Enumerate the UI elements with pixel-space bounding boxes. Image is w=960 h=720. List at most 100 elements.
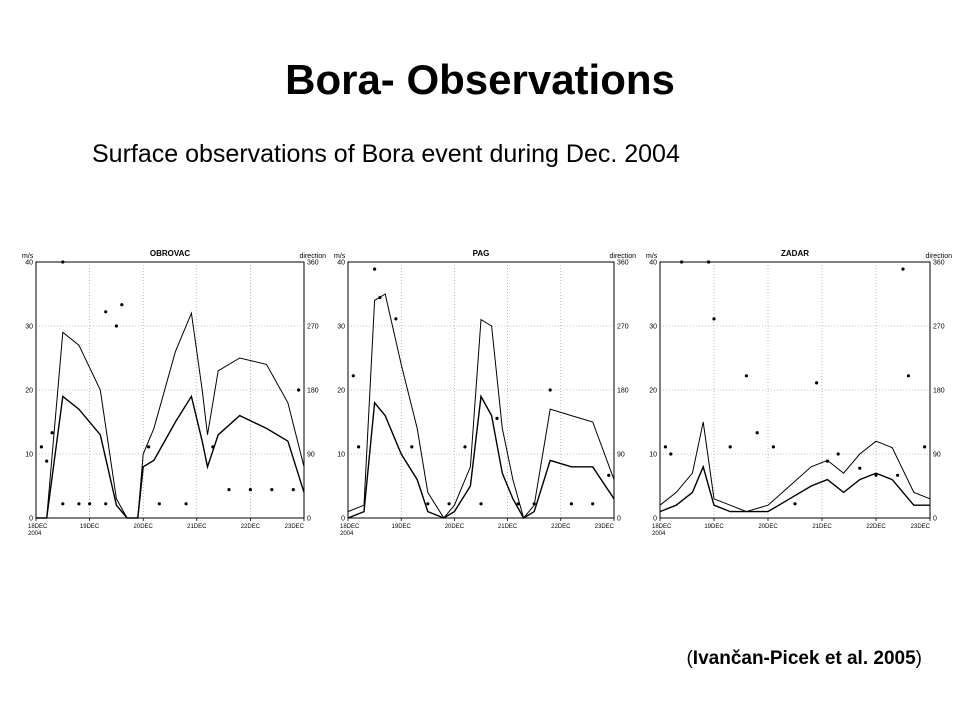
obrovac-y-tick-label: 30 (25, 324, 33, 331)
zadar-direction-point (744, 374, 749, 378)
zadar-x-tick-label: 19DEC (704, 524, 724, 530)
pag-direction-point (410, 445, 414, 449)
obrovac-x-tick-label: 23DEC (285, 524, 305, 530)
zadar-direction-point (707, 260, 711, 264)
pag-y-tick-label: 40 (337, 260, 345, 267)
zadar-y2-tick-label: 0 (933, 516, 937, 523)
obrovac-y2-tick-label: 360 (307, 260, 319, 267)
obrovac-plot-frame (35, 261, 305, 519)
pag-y2-tick-label: 0 (617, 516, 621, 523)
pag-direction-point (463, 445, 467, 449)
pag-series-mean-line (347, 394, 615, 519)
pag-y-axis-label: m/s (334, 253, 346, 260)
zadar-direction-point (858, 466, 862, 470)
obrovac-y2-tick-label: 180 (307, 388, 319, 395)
zadar-direction-point (712, 317, 716, 321)
pag-x-tick-label: 19DEC (392, 524, 412, 530)
obrovac-y2-tick-label: 0 (307, 516, 311, 523)
zadar-direction-point (669, 452, 673, 456)
obrovac-direction-point (104, 310, 108, 314)
pag-y-tick-label: 10 (337, 452, 345, 459)
pag-y-tick-label: 30 (337, 324, 345, 331)
zadar-y2-tick-label: 360 (933, 260, 945, 267)
zadar-y-tick-label: 30 (649, 324, 657, 331)
zadar-x-tick-label: 23DEC (911, 524, 931, 530)
zadar-direction-point (825, 459, 830, 463)
obrovac-x-tick-label: 21DEC (187, 524, 207, 530)
obrovac-direction-point (120, 303, 124, 307)
obrovac-direction-point (291, 488, 295, 492)
obrovac-x-tick-label: 20DEC (134, 524, 154, 530)
zadar-x-tick-label: 21DEC (812, 524, 832, 530)
obrovac-direction-point (147, 445, 151, 449)
zadar-y2-tick-label: 270 (933, 324, 945, 331)
pag-series-gust-line (347, 293, 615, 520)
pag-direction-point (373, 267, 377, 271)
obrovac-direction-point (297, 388, 301, 392)
citation: (Ivančan-Picek et al. 2005) (686, 648, 922, 670)
zadar-direction-point (923, 445, 927, 449)
pag-x-tick-label: 23DEC (595, 524, 615, 530)
pag-x-tick-label: 21DEC (498, 524, 518, 530)
pag-x-tick-label: 22DEC (551, 524, 571, 530)
pag-direction-point (532, 502, 536, 506)
zadar-series-gust-line (659, 421, 931, 513)
pag-direction-point (479, 502, 483, 506)
obrovac-direction-point (39, 445, 44, 449)
zadar-direction-point (906, 374, 911, 378)
obrovac-direction-point (270, 488, 274, 492)
zadar-direction-point (663, 445, 668, 449)
zadar-direction-point (680, 260, 684, 264)
obrovac-direction-point (61, 260, 65, 264)
zadar-direction-point (755, 431, 759, 435)
obrovac-direction-point (61, 502, 65, 506)
pag-direction-point (548, 388, 552, 392)
obrovac-x-tick-label: 18DEC 2004 (28, 524, 48, 537)
obrovac-chart-title: OBROVAC (150, 249, 191, 258)
pag-y2-tick-label: 360 (617, 260, 629, 267)
pag-direction-point (394, 317, 398, 321)
zadar-x-tick-label: 20DEC (758, 524, 778, 530)
pag-direction-point (378, 296, 382, 300)
pag-y2-tick-label: 180 (617, 388, 629, 395)
obrovac-y2-tick-label: 270 (307, 324, 319, 331)
pag-x-tick-label: 18DEC 2004 (340, 524, 360, 537)
obrovac-direction-point (184, 502, 188, 506)
pag-direction-point (591, 502, 595, 506)
zadar-y2-axis-label: direction (926, 253, 953, 260)
obrovac-direction-point (227, 488, 231, 492)
obrovac-y-tick-label: 40 (25, 260, 33, 267)
pag-y-tick-label: 0 (341, 516, 345, 523)
zadar-y2-tick-label: 180 (933, 388, 945, 395)
page-subtitle: Surface observations of Bora event durin… (92, 140, 680, 168)
pag-y2-axis-label: direction (610, 253, 637, 260)
pag-direction-point (516, 502, 520, 506)
obrovac-direction-point (211, 445, 215, 449)
citation-close-paren: ) (915, 648, 922, 669)
zadar-y-tick-label: 40 (649, 260, 657, 267)
zadar-y-tick-label: 20 (649, 388, 657, 395)
obrovac-y-tick-label: 20 (25, 388, 33, 395)
zadar-direction-point (874, 473, 878, 477)
pag-direction-point (495, 416, 499, 420)
obrovac-direction-point (114, 324, 118, 328)
obrovac-x-tick-label: 22DEC (241, 524, 261, 530)
zadar-y-axis-label: m/s (646, 253, 658, 260)
obrovac-direction-point (88, 502, 92, 506)
pag-x-tick-label: 20DEC (445, 524, 465, 530)
obrovac-direction-point (77, 502, 81, 506)
zadar-direction-point (836, 452, 840, 456)
zadar-series-mean-line (659, 464, 930, 513)
zadar-y-tick-label: 10 (649, 452, 657, 459)
obrovac-y-axis-label: m/s (22, 253, 34, 260)
zadar-direction-point (728, 445, 732, 449)
obrovac-y-tick-label: 10 (25, 452, 33, 459)
zadar-direction-point (793, 502, 797, 506)
obrovac-direction-point (45, 459, 49, 463)
zadar-direction-point (896, 473, 900, 477)
pag-direction-point (569, 502, 574, 506)
obrovac-direction-point (248, 488, 252, 492)
obrovac-direction-point (157, 502, 161, 506)
obrovac-y2-tick-label: 90 (307, 452, 315, 459)
